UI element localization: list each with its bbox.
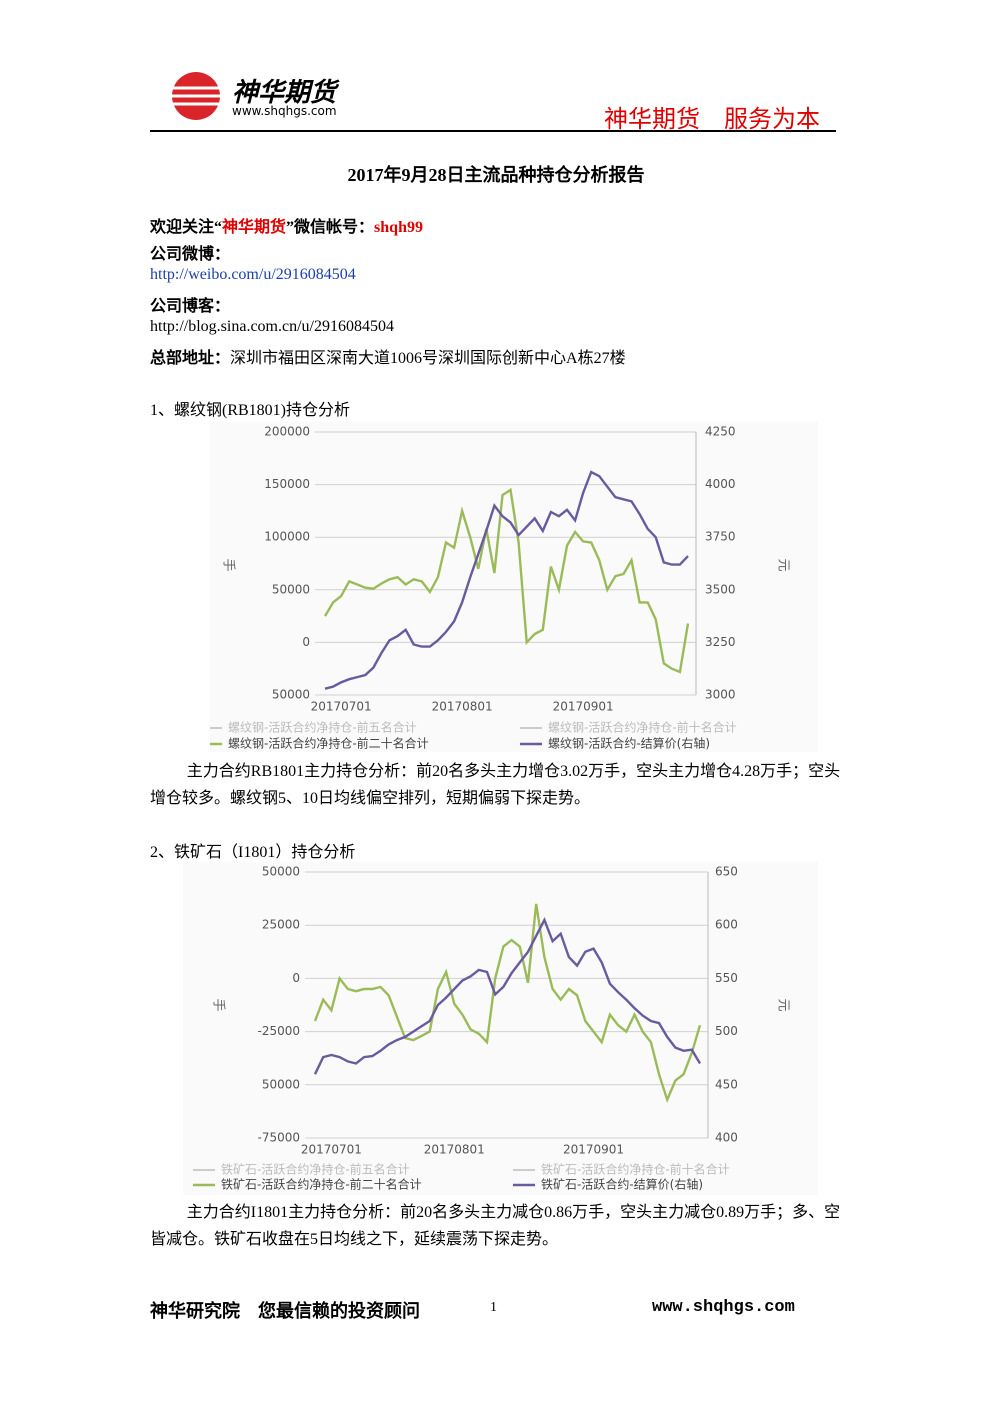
x-tick-label: 20170901	[563, 1143, 624, 1157]
y2-tick-label: 3500	[705, 582, 736, 596]
y-tick-label: -25000	[257, 1024, 300, 1038]
weibo-label: 公司微博：	[150, 246, 231, 263]
y2-axis-title: 元	[776, 558, 791, 571]
section-heading: 1、螺纹钢(RB1801)持仓分析	[150, 402, 351, 419]
y2-tick-label: 400	[715, 1131, 738, 1145]
legend-label: 铁矿石-活跃合约净持仓-前五名合计	[221, 1162, 410, 1177]
blog-link[interactable]: http://blog.sina.com.cn/u/2916084504	[150, 318, 394, 335]
y-tick-label: 150000	[264, 477, 310, 491]
x-tick-label: 20170801	[432, 700, 493, 714]
footer-left: 神华研究院 您最信赖的投资顾问	[150, 1301, 420, 1321]
y2-tick-label: 500	[715, 1024, 738, 1038]
y-tick-label: 0	[292, 971, 300, 985]
chart: 50000 0 50000 100000 150000 200000 3000 3250 350…	[210, 422, 818, 752]
brand-url: www.shqhgs.com	[232, 104, 337, 118]
y-tick-label: 25000	[262, 918, 300, 932]
y2-tick-label: 4000	[705, 477, 736, 491]
analysis: 主力合约I1801主力持仓分析：前20名多头主力减仓0.86万手，空头主力减仓0…	[150, 1204, 841, 1248]
x-tick-label: 20170801	[424, 1143, 485, 1157]
y-tick-label: 0	[302, 635, 310, 649]
series-line	[323, 487, 690, 674]
address-line: 总部地址：深圳市福田区深南大道1006号深圳国际创新中心A栋27楼	[150, 344, 626, 368]
text: 深圳市福田区深南大道1006号深圳国际创新中心A栋27楼	[230, 350, 626, 367]
series-line	[313, 916, 702, 1075]
y2-tick-label: 3250	[705, 635, 736, 649]
legend-label: 螺纹钢-活跃合约-结算价(右轴)	[548, 736, 710, 751]
x-tick-label: 20170701	[301, 1143, 362, 1157]
x-tick-label: 20170901	[553, 700, 614, 714]
text: shqh99	[374, 219, 423, 236]
y2-tick-label: 3750	[705, 530, 736, 544]
brand: 神华期货	[232, 78, 337, 108]
y2-tick-label: 550	[715, 971, 738, 985]
page-number: 1	[490, 1300, 497, 1315]
title: 2017年9月28日主流品种持仓分析报告	[347, 165, 645, 185]
y-tick-label: 100000	[264, 530, 310, 544]
legend-label: 螺纹钢-活跃合约净持仓-前十名合计	[548, 720, 737, 735]
y2-axis-title: 元	[776, 998, 791, 1011]
legend-label: 铁矿石-活跃合约-结算价(右轴)	[541, 1177, 703, 1192]
series-line	[324, 470, 689, 690]
weibo-link[interactable]: http://weibo.com/u/2916084504	[150, 266, 356, 283]
legend-label: 螺纹钢-活跃合约净持仓-前二十名合计	[228, 736, 429, 751]
x-tick-label: 20170701	[311, 700, 372, 714]
y-tick-label: 50000	[262, 865, 300, 879]
legend-label: 铁矿石-活跃合约净持仓-前十名合计	[541, 1162, 730, 1177]
y-tick-label: 50000	[272, 582, 310, 596]
y-tick-label: -75000	[257, 1131, 300, 1145]
y-tick-label: 50000	[272, 688, 310, 702]
y-axis-title: 手	[221, 558, 236, 571]
section-heading: 2、铁矿石（I1801）持仓分析	[150, 844, 356, 861]
slogan: 神华期货 服务为本	[604, 105, 820, 133]
y-axis-title: 手	[211, 998, 226, 1011]
chart: -75000 50000 -25000 0 25000 50000 400 450 500 550…	[183, 862, 818, 1195]
y2-tick-label: 3000	[705, 688, 736, 702]
analysis: 主力合约RB1801主力持仓分析：前20名多头主力增仓3.02万手，空头主力增仓…	[150, 763, 841, 807]
header-rule	[150, 130, 836, 132]
y2-tick-label: 4250	[705, 425, 736, 439]
legend-label: 铁矿石-活跃合约净持仓-前二十名合计	[221, 1177, 422, 1192]
footer-right: www.shqhgs.com	[652, 1298, 795, 1317]
y-tick-label: 200000	[264, 425, 310, 439]
y-tick-label: 50000	[262, 1077, 300, 1091]
follow-line: 欢迎关注“神华期货”微信帐号：shqh99	[150, 213, 423, 237]
legend-label: 螺纹钢-活跃合约净持仓-前五名合计	[228, 720, 417, 735]
blog-label: 公司博客：	[150, 298, 231, 315]
logo-mark	[172, 72, 220, 120]
text: 总部地址：	[150, 350, 231, 367]
y2-tick-label: 600	[715, 918, 738, 932]
text: 神华期货	[222, 219, 287, 236]
y2-tick-label: 450	[715, 1077, 738, 1091]
y2-tick-label: 650	[715, 865, 738, 879]
text: 欢迎关注“	[150, 219, 223, 236]
text: ”微信帐号：	[286, 219, 375, 236]
series-line	[313, 903, 702, 1104]
